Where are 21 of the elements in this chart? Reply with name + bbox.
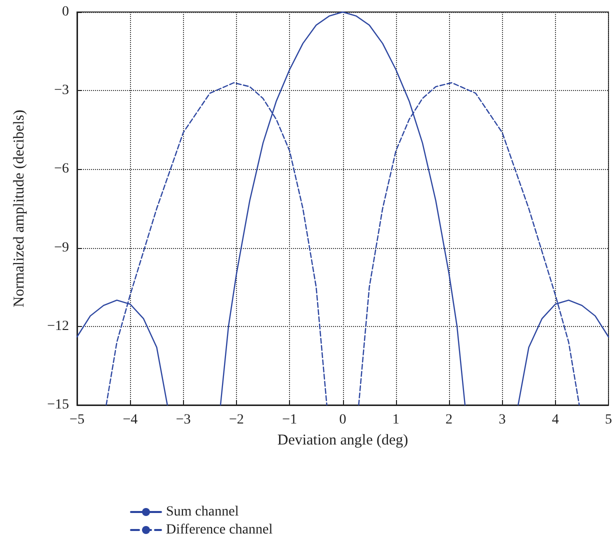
x-tick-label: 3 — [498, 412, 506, 428]
x-tick-label: 4 — [552, 412, 559, 428]
x-tick-label: 1 — [392, 412, 400, 428]
y-tick-label: −12 — [47, 318, 69, 334]
y-tick-label: 0 — [62, 4, 69, 20]
x-tick-label: −2 — [228, 412, 244, 428]
legend-label: Difference channel — [166, 522, 273, 538]
x-tick-label: −4 — [122, 412, 138, 428]
x-tick-label: 0 — [339, 412, 346, 428]
y-tick-label: −15 — [47, 398, 69, 412]
y-tick-label: −3 — [54, 83, 69, 98]
x-tick-label: 5 — [605, 412, 612, 428]
x-tick-label: −1 — [282, 412, 298, 428]
y-axis-title: Normalized amplitude (decibels) — [12, 110, 28, 308]
y-tick-label: −9 — [54, 240, 69, 256]
x-tick-label: 2 — [446, 412, 453, 428]
y-tick-label: −6 — [54, 162, 69, 177]
legend-label: Sum channel — [166, 504, 239, 520]
x-tick-label: −5 — [70, 412, 84, 428]
x-tick-label: −3 — [176, 412, 191, 428]
x-axis-title: Deviation angle (deg) — [277, 432, 408, 448]
